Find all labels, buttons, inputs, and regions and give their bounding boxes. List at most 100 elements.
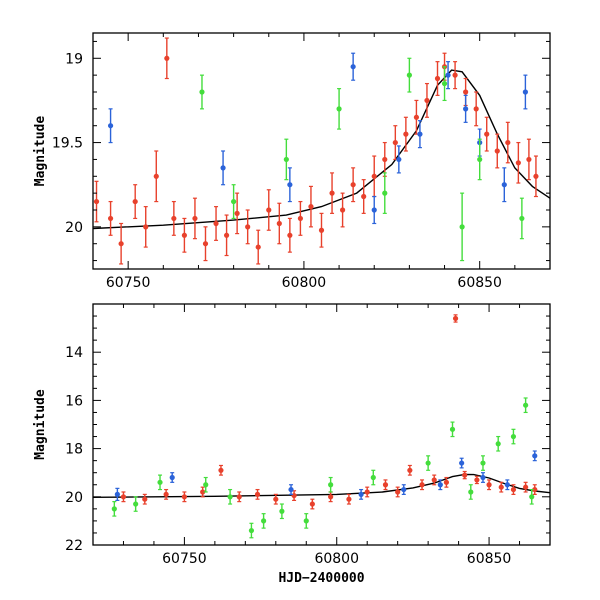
data-point [505, 139, 511, 146]
data-point [303, 518, 309, 524]
data-point [523, 402, 529, 408]
fit-curve [93, 473, 550, 498]
data-point [181, 494, 187, 500]
series-1 [107, 52, 528, 225]
data-point [350, 64, 356, 70]
data-point [276, 220, 282, 227]
data-point [443, 479, 450, 485]
data-point [164, 55, 170, 61]
data-point [532, 486, 538, 493]
data-point [120, 494, 127, 500]
data-point [407, 467, 413, 473]
data-point [437, 482, 443, 488]
data-point [328, 494, 334, 500]
series-1 [114, 450, 538, 502]
data-point [200, 489, 206, 495]
data-point [484, 131, 490, 137]
data-point [486, 482, 492, 488]
data-point [371, 173, 377, 179]
x-axis-title: HJD−2400000 [278, 571, 364, 586]
data-point [523, 484, 529, 490]
data-point [371, 207, 377, 213]
data-point [392, 139, 398, 146]
y-tick-label: 18 [65, 442, 83, 458]
data-point [445, 72, 451, 78]
data-point [236, 494, 242, 500]
data-point [431, 477, 437, 483]
data-point [350, 182, 356, 188]
data-point [480, 474, 486, 481]
data-point [261, 518, 267, 524]
data-point [495, 441, 501, 447]
data-point [382, 156, 388, 163]
data-point [346, 496, 352, 502]
data-point [218, 467, 224, 473]
data-point [107, 215, 114, 222]
data-point [142, 496, 148, 502]
data-point [163, 491, 169, 497]
data-point [220, 165, 226, 171]
data-point [459, 224, 465, 230]
data-point [203, 482, 209, 488]
data-point [223, 232, 230, 238]
data-point [401, 486, 407, 493]
data-point [157, 479, 163, 485]
data-point [309, 501, 315, 507]
data-point [529, 494, 535, 500]
data-point [480, 460, 486, 466]
y-axis-title: Magnitude [33, 116, 48, 187]
data-point [494, 148, 500, 154]
series-0 [93, 37, 539, 265]
data-point [254, 491, 261, 497]
data-point [419, 482, 425, 488]
data-point [199, 89, 205, 95]
data-point [202, 241, 209, 247]
data-point [364, 489, 370, 495]
data-point [449, 426, 456, 432]
data-point [519, 215, 525, 222]
data-point [510, 433, 517, 440]
data-point [133, 501, 139, 507]
data-point [171, 215, 177, 222]
data-point [413, 114, 420, 120]
data-point [452, 315, 459, 322]
y-tick-label: 20 [65, 220, 83, 236]
y-tick-label: 16 [65, 393, 83, 409]
data-point [473, 106, 479, 112]
data-point [234, 210, 240, 216]
y-tick-label: 14 [65, 345, 83, 361]
series-2 [111, 397, 535, 539]
y-tick-label: 22 [65, 538, 83, 554]
data-point [339, 207, 346, 213]
data-point [245, 224, 251, 230]
data-point [266, 207, 272, 213]
data-point [504, 482, 510, 488]
data-point [114, 491, 120, 497]
data-point [425, 460, 431, 466]
y-tick-label: 19 [65, 51, 83, 67]
data-point [434, 75, 441, 82]
data-point [143, 224, 149, 230]
x-tick-label: 60750 [162, 551, 207, 567]
data-point [474, 477, 480, 483]
data-point [515, 160, 521, 166]
data-point [107, 123, 114, 129]
data-point [417, 131, 423, 137]
data-point [287, 182, 293, 188]
data-point [396, 156, 402, 163]
x-tick-label: 60850 [457, 275, 502, 291]
data-point [526, 156, 532, 163]
plot-area [93, 314, 550, 539]
data-point [93, 198, 100, 205]
y-axis-title: Magnitude [33, 389, 48, 460]
data-point [403, 131, 409, 137]
data-point [287, 232, 293, 238]
data-point [406, 72, 412, 78]
data-point [213, 220, 219, 227]
data-point [424, 97, 430, 104]
top-panel: 60750 60800 60850 19 19.5 20 Magnitude [33, 32, 551, 291]
data-point [510, 486, 517, 493]
data-point [132, 198, 138, 205]
data-point [382, 482, 389, 488]
data-point [297, 215, 304, 222]
